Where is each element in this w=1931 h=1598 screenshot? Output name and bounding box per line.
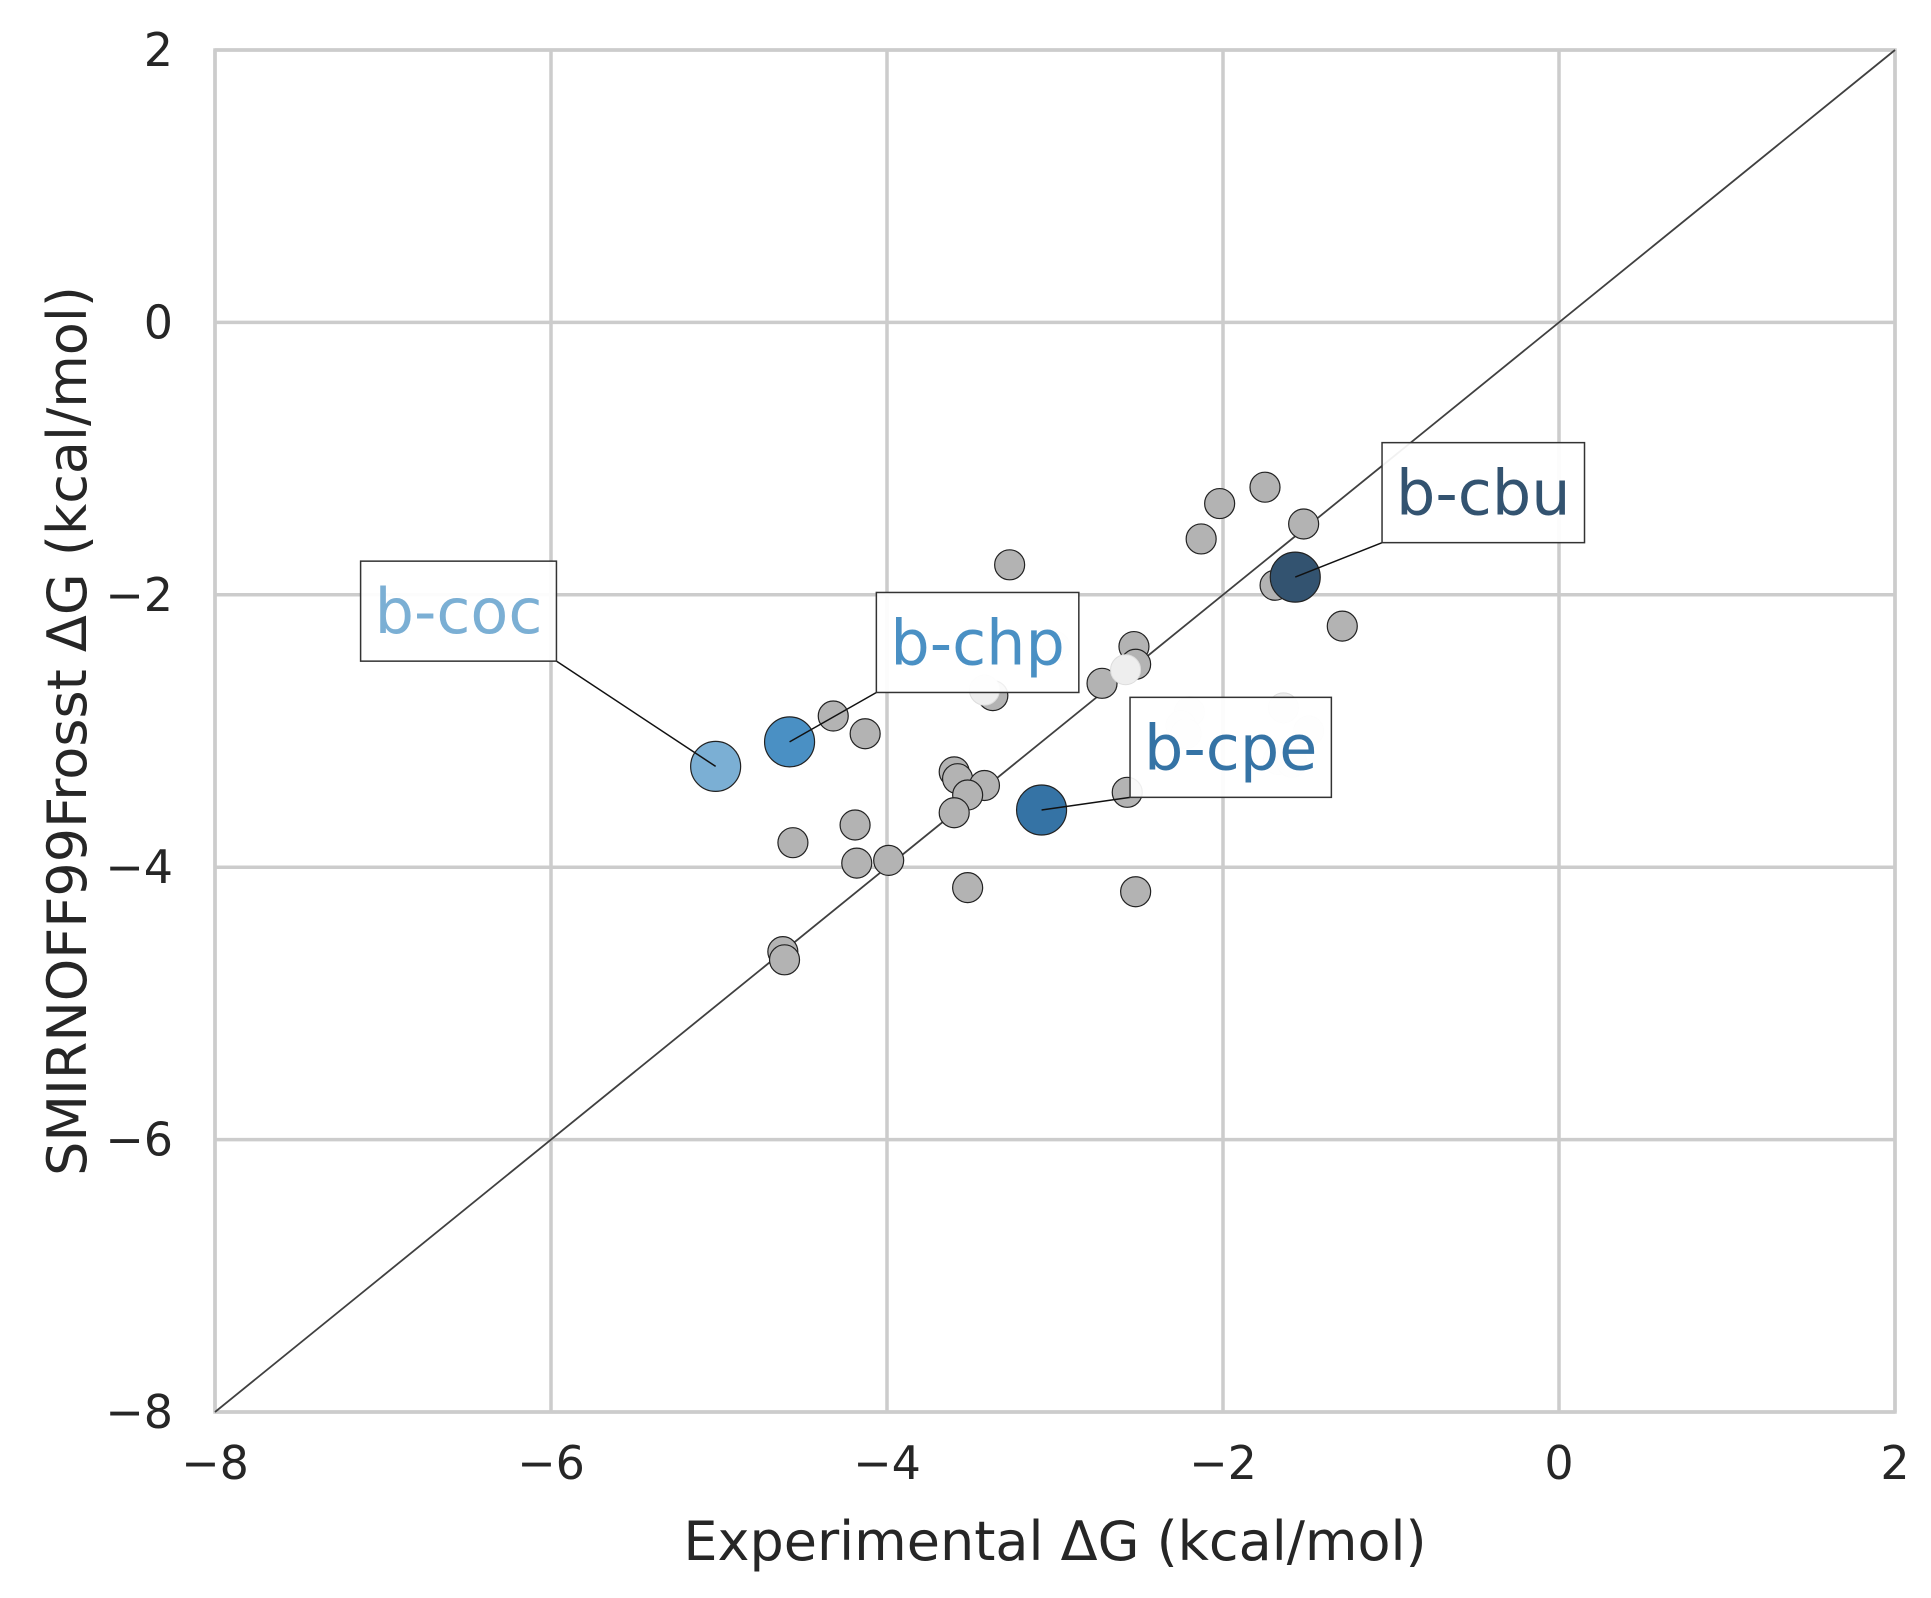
- callout-box: [1381, 441, 1586, 544]
- point-other: [994, 549, 1026, 581]
- point-other: [777, 827, 809, 859]
- callout-text: b-cbu: [1396, 457, 1570, 530]
- callout-leader: [1041, 796, 1131, 811]
- point-other: [1120, 876, 1152, 908]
- identity-line: [214, 49, 1896, 1413]
- callout-box: [875, 591, 1080, 694]
- y-tick-labels: −8 −6 −4 −2 0 2: [105, 23, 173, 1439]
- point-other: [1288, 508, 1320, 540]
- callout-box: [1129, 696, 1333, 799]
- callout-labels: b-coc b-chp b-cpe b-cbu: [359, 441, 1586, 811]
- point-other: [1249, 471, 1281, 503]
- y-tick-label: −2: [105, 568, 173, 622]
- callout-text: b-cpe: [1144, 711, 1317, 784]
- y-tick-label: −8: [105, 1385, 173, 1439]
- point-other: [873, 844, 905, 876]
- point-other: [1326, 610, 1358, 642]
- callout-b-chp: b-chp: [875, 591, 1080, 694]
- x-tick-label: −4: [853, 1436, 921, 1490]
- point-other: [952, 872, 984, 904]
- point-other: [1204, 487, 1236, 520]
- callout-leader: [556, 660, 717, 768]
- callout-b-cbu: b-cbu: [1381, 441, 1586, 544]
- point-other: [1086, 667, 1118, 699]
- x-axis-label: Experimental ΔG (kcal/mol): [683, 1510, 1426, 1573]
- callout-b-coc: b-coc: [359, 560, 558, 662]
- y-tick-label: −4: [105, 840, 173, 894]
- callout-box: [359, 560, 558, 662]
- point-other: [1185, 523, 1217, 555]
- callout-text: b-coc: [375, 575, 543, 648]
- x-tick-label: −2: [1189, 1436, 1257, 1490]
- x-tick-label: 2: [1880, 1436, 1909, 1490]
- callout-leader: [789, 691, 877, 743]
- y-tick-label: −6: [105, 1113, 173, 1167]
- point-other: [768, 944, 801, 976]
- x-tick-label: −6: [517, 1436, 585, 1490]
- y-tick-label: 2: [144, 23, 173, 77]
- plot-frame: [213, 48, 1897, 1414]
- point-other: [938, 797, 970, 829]
- callout-text: b-chp: [890, 606, 1064, 679]
- callout-b-cpe: b-cpe: [1129, 696, 1333, 799]
- point-other: [849, 718, 881, 750]
- y-tick-label: 0: [144, 295, 173, 349]
- point-faded: [1110, 654, 1142, 686]
- y-axis-label: SMIRNOFF99Frosst ΔG (kcal/mol): [36, 286, 99, 1176]
- x-tick-labels: −8 −6 −4 −2 0 2: [181, 1436, 1910, 1490]
- x-tick-label: −8: [181, 1436, 249, 1490]
- point-other: [839, 809, 871, 841]
- x-tick-label: 0: [1544, 1436, 1573, 1490]
- point-other: [817, 700, 849, 732]
- callout-leader: [1294, 541, 1383, 578]
- point-other: [841, 847, 873, 879]
